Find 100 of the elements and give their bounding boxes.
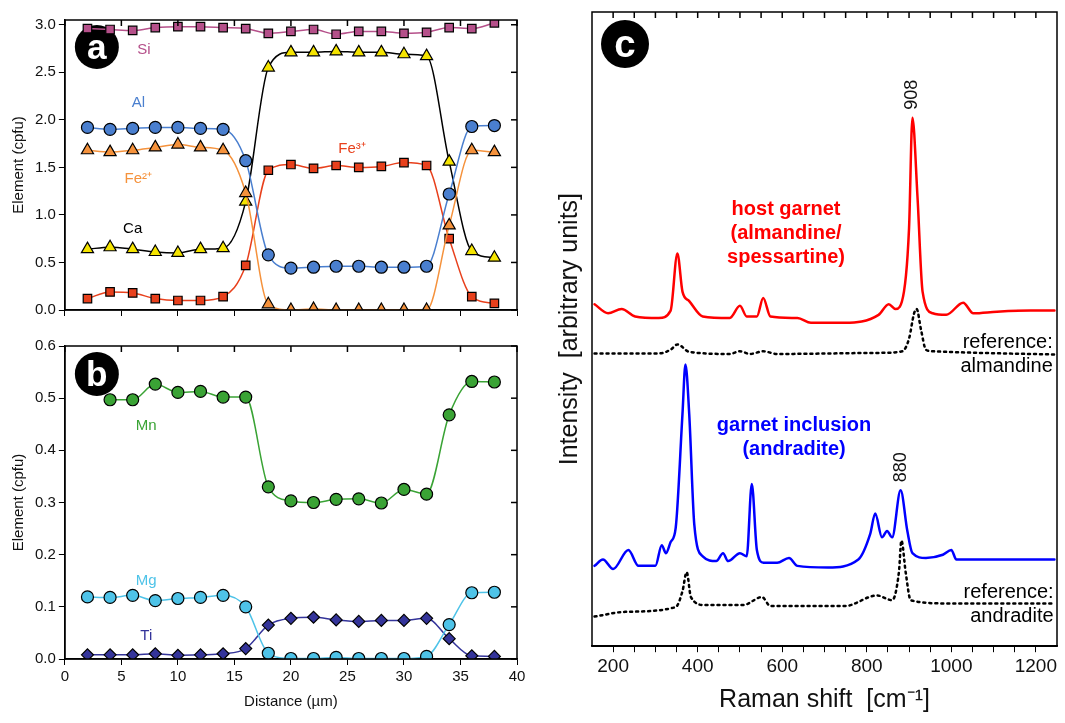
x-tick-label: 200 [597,654,629,676]
chart-title: c [614,21,636,65]
annotation: 908 [901,79,922,110]
series-label: Si [137,39,151,57]
point [171,648,185,659]
x-tick-label: 10 [169,667,187,685]
series-label: Mn [135,416,157,434]
point [216,588,230,602]
chart-title: a [87,26,108,66]
point [329,43,343,56]
point [487,250,502,262]
point [148,139,162,152]
point [284,494,298,508]
point [103,144,117,157]
point [306,495,321,510]
point [306,610,321,624]
point [216,240,230,253]
y-tick-label: 0.0 [34,300,56,318]
point [261,248,275,262]
point [442,154,456,166]
x-tick-label: 1200 [1014,654,1057,676]
point [376,26,387,37]
point [218,291,228,302]
point [261,646,275,659]
point [352,614,366,629]
point [239,600,253,614]
point [329,613,343,627]
point [103,590,117,605]
point [193,241,208,254]
point [442,408,456,422]
point [442,617,456,632]
x-tick-label: 5 [117,667,126,685]
point [126,393,140,407]
point [306,44,321,57]
point [284,611,298,625]
point [126,588,140,602]
series-label: reference: andradite [963,580,1054,627]
point [216,390,230,404]
x-axis-title: Raman shift [cm⁻¹] [719,683,930,712]
point [126,121,140,135]
point [127,25,138,36]
x-tick-label: 0 [60,667,70,685]
point [374,44,389,57]
point [103,122,117,136]
point [80,590,95,604]
x-tick-label: 40 [508,667,526,685]
point [261,480,275,494]
point [261,296,275,309]
point [173,21,183,32]
point [284,261,298,275]
point [193,121,208,135]
point [465,374,479,389]
y-tick-label: 0.3 [34,492,56,510]
point [171,591,185,606]
point [397,482,411,497]
point [126,241,140,254]
point [399,157,409,168]
series-label: reference: almandine [960,329,1053,376]
point [105,24,115,35]
point [352,492,366,506]
point [239,641,253,656]
y-tick-label: 2.5 [34,62,56,80]
point [329,259,343,273]
point [374,613,388,627]
point [80,120,95,135]
point [397,46,411,59]
point [240,260,251,271]
point [126,648,140,659]
y-tick-label: 3.0 [34,14,56,32]
point [261,618,275,632]
point [80,241,95,254]
point [487,118,501,133]
point [465,119,479,134]
y-tick-label: 1.0 [34,205,56,223]
point [421,27,432,38]
point [353,26,364,37]
point [419,259,434,273]
x-tick-label: 1000 [930,654,973,676]
point [261,59,275,72]
point [80,648,95,659]
point [489,298,500,309]
point [193,139,208,152]
point [148,647,162,659]
point [216,647,230,659]
point [171,120,185,135]
point [465,243,479,256]
point [171,385,185,400]
point [329,492,343,506]
y-axis-title: Element (cpfu) [9,116,27,214]
point [240,23,251,34]
point [444,22,455,33]
point [216,142,230,155]
point [193,590,208,605]
y-axis-title: Intensity [arbitrary units] [553,192,582,466]
point [284,44,298,57]
point [465,586,479,600]
x-tick-label: 30 [395,667,413,685]
point [239,390,253,404]
x-tick-label: 35 [452,667,469,685]
point [376,161,387,172]
